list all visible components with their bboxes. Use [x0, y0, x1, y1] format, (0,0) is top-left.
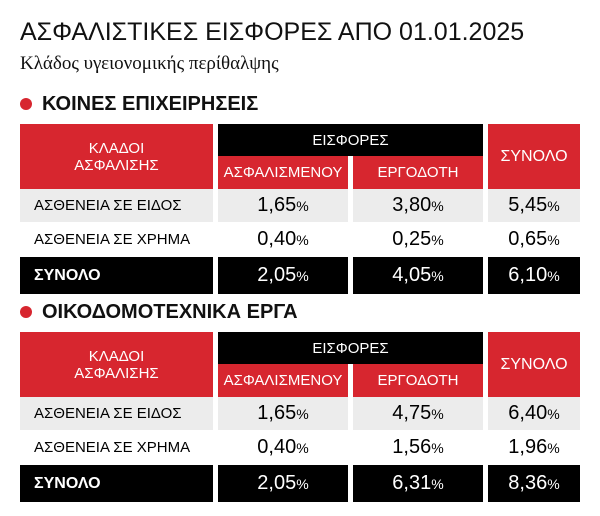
cell-value: 0,25%	[392, 228, 444, 250]
section-title-text: ΚΟΙΝΕΣ ΕΠΙΧΕΙΡΗΣΕΙΣ	[42, 92, 259, 115]
row-label: ΑΣΘΕΝΕΙΑ ΣΕ ΕΙΔΟΣ	[20, 397, 213, 430]
cell-value: 0,40%	[257, 228, 309, 250]
row-label: ΑΣΘΕΝΕΙΑ ΣΕ ΕΙΔΟΣ	[20, 189, 213, 222]
section: ΟΙΚΟΔΟΜΟΤΕΧΝΙΚΑ ΕΡΓΑ ΚΛΑΔΟΙ ΑΣΦΑΛΙΣΗΣ ΕΙΣΦ…	[20, 300, 580, 502]
cell-value: 4,05%	[353, 257, 483, 294]
row-label: ΑΣΘΕΝΕΙΑ ΣΕ ΧΡΗΜΑ	[34, 231, 191, 248]
bullet	[20, 98, 32, 110]
section-title-text: ΟΙΚΟΔΟΜΟΤΕΧΝΙΚΑ ΕΡΓΑ	[42, 300, 298, 323]
cell-value: 0,40%	[257, 436, 309, 458]
table: ΚΛΑΔΟΙ ΑΣΦΑΛΙΣΗΣ ΕΙΣΦΟΡΕΣ ΑΣΦΑΛΙΣΜΕΝΟΥ ΕΡΓΟ…	[20, 332, 580, 502]
section-title: ΚΟΙΝΕΣ ΕΠΙΧΕΙΡΗΣΕΙΣ	[20, 92, 580, 116]
cell-value: 5,45%	[488, 189, 580, 222]
section: ΚΟΙΝΕΣ ΕΠΙΧΕΙΡΗΣΕΙΣ ΚΛΑΔΟΙ ΑΣΦΑΛΙΣΗΣ ΕΙΣΦΟ…	[20, 92, 580, 294]
row-label: ΣΥΝΟΛΟ	[20, 257, 213, 294]
row-label: ΣΥΝΟΛΟ	[20, 465, 213, 502]
header-contributions: ΕΙΣΦΟΡΕΣ	[218, 332, 483, 364]
cell-value: 6,40%	[488, 397, 580, 430]
title: ΑΣΦΑΛΙΣΤΙΚΕΣ ΕΙΣΦΟΡΕΣ ΑΠΟ 01.01.2025	[20, 18, 525, 46]
header-insured: ΑΣΦΑΛΙΣΜΕΝΟΥ	[218, 364, 348, 397]
cell-value: 4,75%	[353, 397, 483, 430]
row-label: ΑΣΘΕΝΕΙΑ ΣΕ ΧΡΗΜΑ	[34, 439, 191, 456]
cell-value: 2,05%	[218, 465, 348, 502]
cell-value: 3,80%	[353, 189, 483, 222]
cell-value: 1,56%	[392, 436, 444, 458]
header-total: ΣΥΝΟΛΟ	[488, 332, 580, 397]
cell-value: 2,05%	[218, 257, 348, 294]
bullet	[20, 306, 32, 318]
cell-value: 1,96%	[508, 436, 560, 458]
header-branch: ΚΛΑΔΟΙ ΑΣΦΑΛΙΣΗΣ	[20, 124, 213, 189]
header-branch: ΚΛΑΔΟΙ ΑΣΦΑΛΙΣΗΣ	[20, 332, 213, 397]
cell-value: 1,65%	[218, 189, 348, 222]
header-employer: ΕΡΓΟΔΟΤΗ	[353, 364, 483, 397]
header-insured: ΑΣΦΑΛΙΣΜΕΝΟΥ	[218, 156, 348, 189]
header-employer: ΕΡΓΟΔΟΤΗ	[353, 156, 483, 189]
cell-value: 8,36%	[488, 465, 580, 502]
section-title: ΟΙΚΟΔΟΜΟΤΕΧΝΙΚΑ ΕΡΓΑ	[20, 300, 580, 324]
cell-value: 6,10%	[488, 257, 580, 294]
cell-value: 1,65%	[218, 397, 348, 430]
table: ΚΛΑΔΟΙ ΑΣΦΑΛΙΣΗΣ ΕΙΣΦΟΡΕΣ ΑΣΦΑΛΙΣΜΕΝΟΥ ΕΡΓΟ…	[20, 124, 580, 294]
subtitle: Κλάδος υγειονομικής περίθαλψης	[20, 53, 279, 74]
cell-value: 0,65%	[508, 228, 560, 250]
cell-value: 6,31%	[353, 465, 483, 502]
header-total: ΣΥΝΟΛΟ	[488, 124, 580, 189]
header-contributions: ΕΙΣΦΟΡΕΣ	[218, 124, 483, 156]
